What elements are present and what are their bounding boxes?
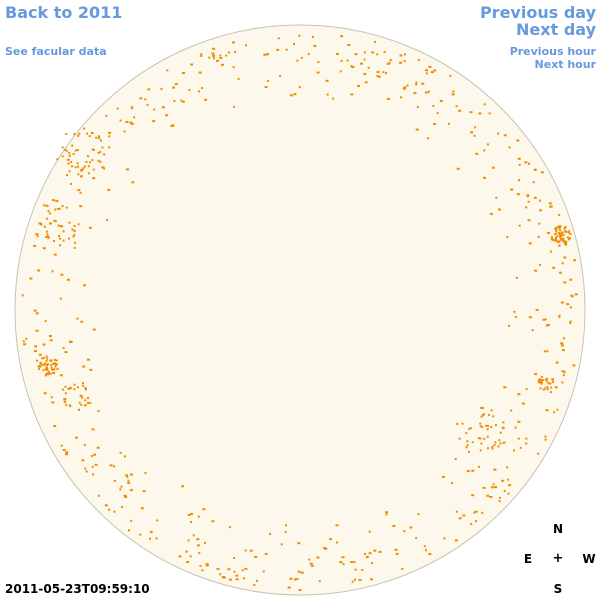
compass-center: + [552,551,564,566]
next-day-link[interactable]: Next day [516,20,596,39]
observation-timestamp: 2011-05-23T09:59:10 [5,582,150,596]
compass-south: S [553,582,563,596]
next-hour-link[interactable]: Next hour [534,58,597,71]
see-facular-data-link[interactable]: See facular data [5,45,107,58]
compass-north: N [552,522,564,536]
previous-day-link[interactable]: Previous day [479,3,596,22]
compass-west: W [582,552,596,566]
solar-disk [14,24,586,596]
back-to-year-link[interactable]: Back to 2011 [5,3,123,22]
compass-east: E [523,552,533,566]
previous-hour-link[interactable]: Previous hour [509,45,596,58]
magnetogram-spots [21,34,578,592]
